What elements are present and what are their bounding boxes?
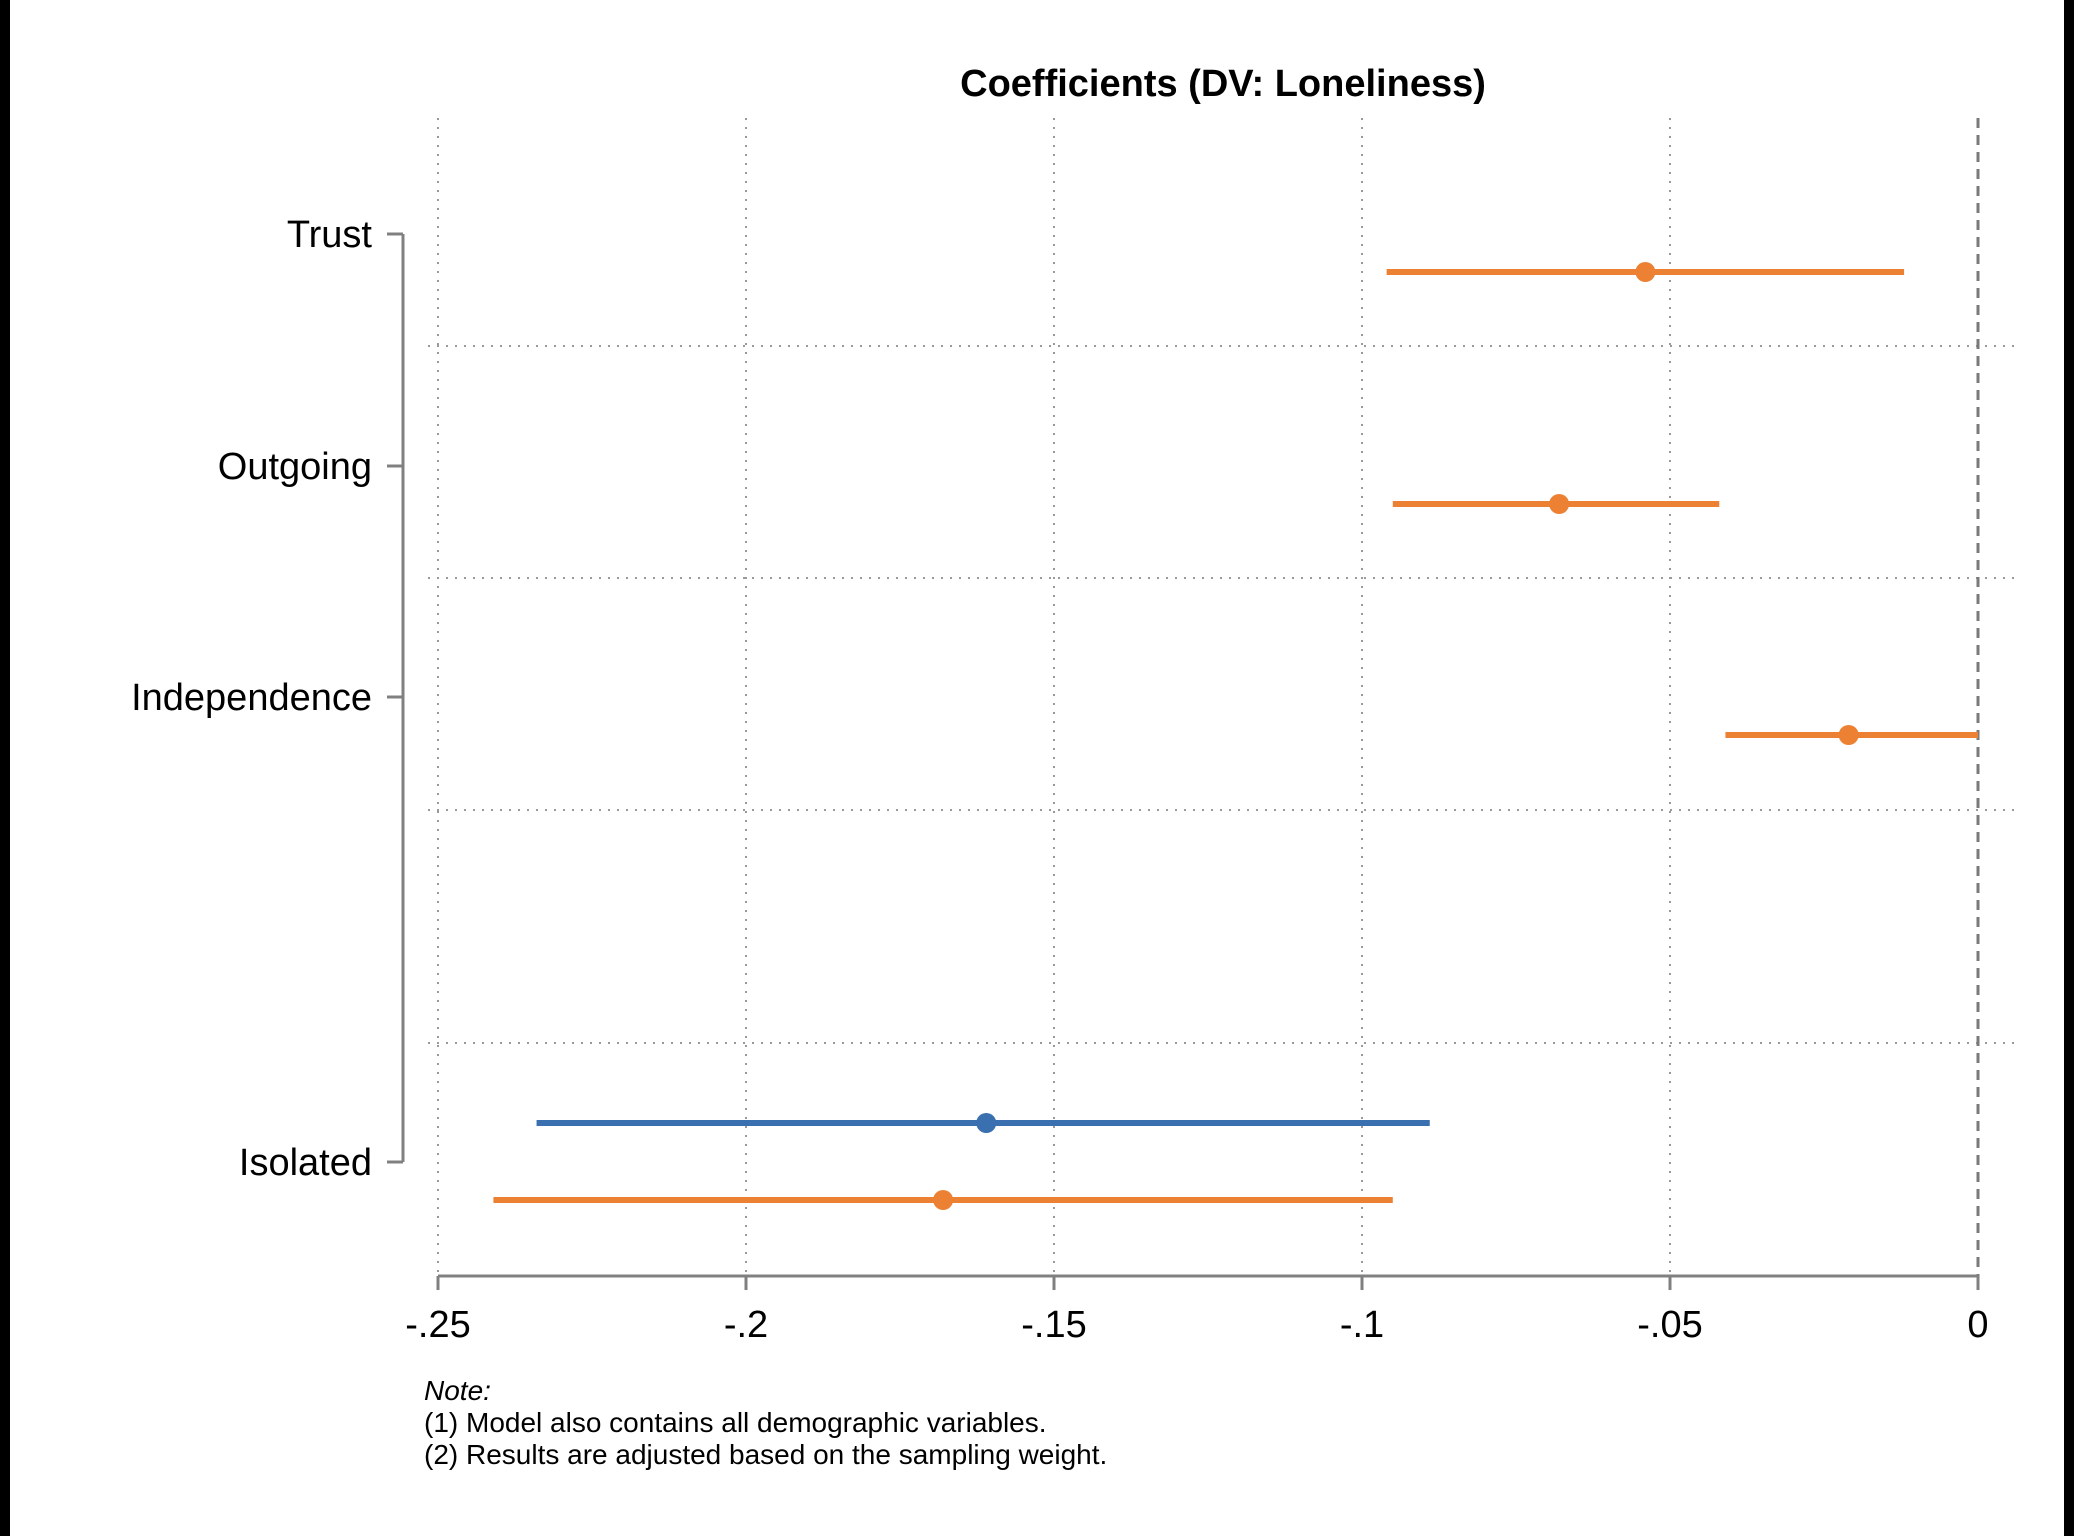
point-estimate-s1-outgoing [1549,494,1570,514]
x-tick-label-3: -.1 [1340,1304,1384,1346]
x-tick-label-4: -.05 [1637,1304,1702,1346]
note-line-2: (2) Results are adjusted based on the sa… [424,1439,1108,1470]
x-tick-label-5: 0 [1967,1304,1988,1346]
y-tick-label-1: Outgoing [218,446,372,488]
plot-panel: Coefficients (DV: Loneliness) -.25 -.2 -.15… [10,0,2064,1536]
note-line-1: (1) Model also contains all demographic … [424,1407,1047,1438]
point-estimate-s1-isolated [933,1190,954,1210]
y-tick-label-3: Isolated [239,1142,372,1184]
x-tick-label-2: -.15 [1021,1304,1086,1346]
point-estimate-s0-isolated [976,1113,997,1133]
point-estimate-s1-independence [1838,725,1859,745]
x-tick-label-1: -.2 [724,1304,768,1346]
note-title: Note: [424,1375,491,1406]
y-tick-label-2: Independence [131,677,372,719]
y-tick-label-0: Trust [287,214,373,256]
chart-title: Coefficients (DV: Loneliness) [960,63,1486,105]
x-tick-label-0: -.25 [405,1304,470,1346]
coefficient-chart: Coefficients (DV: Loneliness) -.25 -.2 -.15… [131,63,2020,1346]
point-estimate-s1-trust [1635,262,1656,282]
note-block: Note: (1) Model also contains all demogr… [424,1375,1107,1471]
